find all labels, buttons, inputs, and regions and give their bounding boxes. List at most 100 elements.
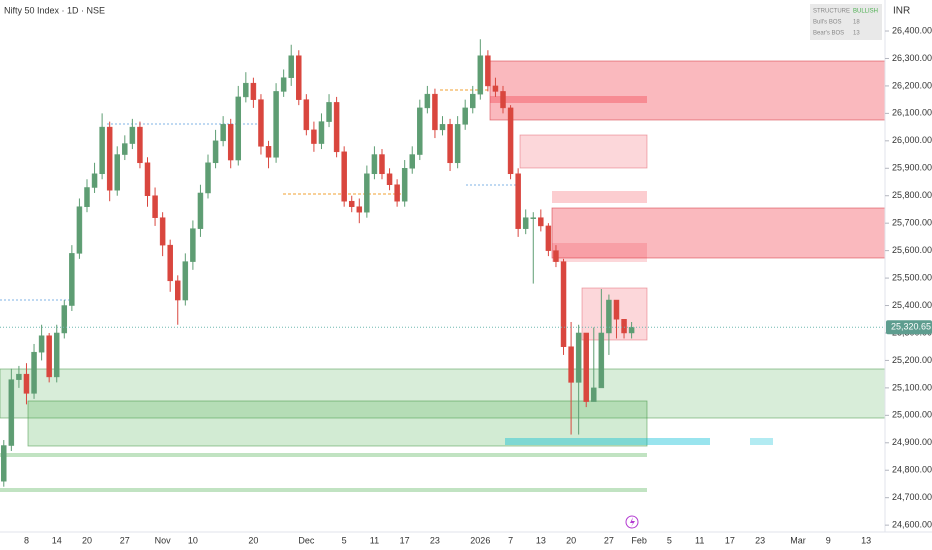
x-tick-label: 27	[120, 535, 130, 545]
candle-body	[485, 55, 491, 87]
candle-body	[492, 85, 499, 92]
candle-body	[583, 332, 589, 402]
x-tick-label: 11	[695, 535, 704, 545]
candle-body	[38, 335, 45, 353]
candle-body	[53, 332, 60, 378]
x-tick-label: 17	[400, 535, 410, 545]
event-icon	[625, 515, 639, 529]
candle-body	[122, 143, 128, 155]
candle-body	[243, 82, 249, 98]
candle-body	[303, 99, 310, 131]
candle-body	[220, 124, 226, 142]
candle-body	[152, 195, 158, 218]
candle-body	[591, 387, 597, 402]
candle-body	[296, 55, 302, 100]
candle-body	[371, 154, 378, 175]
candle-body	[568, 346, 574, 383]
candle-body	[129, 126, 136, 144]
demand-zone	[27, 400, 648, 447]
candle-body	[167, 244, 173, 282]
candle-body	[273, 91, 279, 158]
candle-body	[348, 200, 355, 207]
x-tick-label: 23	[430, 535, 440, 545]
event-bolt	[630, 517, 635, 527]
candle-body	[507, 107, 514, 175]
candle-body	[250, 82, 257, 100]
info-cell: STRUCTURE	[813, 9, 850, 15]
candle-body	[515, 173, 521, 229]
info-cell: 18	[853, 20, 860, 26]
candle-body	[235, 96, 242, 161]
supply-zone	[552, 243, 647, 262]
x-tick-label: 13	[861, 535, 871, 545]
x-tick-label: 9	[826, 535, 831, 545]
candle-body	[575, 332, 582, 383]
candle-body	[311, 129, 317, 144]
last-price-label: 25,320.65	[891, 322, 931, 332]
supply-zone	[552, 191, 647, 203]
candle-body	[341, 151, 347, 202]
x-tick-label: 7	[508, 535, 513, 545]
candle-body	[190, 228, 196, 262]
x-tick-label: Feb	[631, 535, 647, 545]
candle-body	[114, 154, 120, 191]
x-tick-label: 23	[755, 535, 765, 545]
x-tick-label: 14	[52, 535, 62, 545]
candle-body	[318, 121, 325, 144]
y-tick-label: 26,300.00	[892, 53, 932, 63]
candle-body	[530, 217, 537, 219]
x-tick-label: 13	[536, 535, 546, 545]
y-tick-label: 26,200.00	[892, 80, 932, 90]
info-table	[810, 4, 882, 40]
candle-body	[545, 225, 552, 251]
candle-body	[197, 192, 204, 229]
x-tick-label: 20	[248, 535, 258, 545]
candle-body	[8, 379, 15, 446]
supply-zone	[551, 207, 886, 259]
x-tick-label: 20	[566, 535, 576, 545]
candle-body	[326, 102, 332, 122]
candle-body	[560, 261, 567, 347]
y-tick-label: 25,500.00	[892, 272, 932, 282]
candle-body	[364, 173, 370, 213]
candle-body	[447, 124, 453, 164]
candle-body	[538, 217, 544, 227]
candle-body	[462, 107, 468, 125]
y-tick-label: 24,600.00	[892, 520, 932, 530]
y-tick-label: 24,700.00	[892, 492, 932, 502]
x-tick-label: 5	[342, 535, 347, 545]
chart-title: Nifty 50 Index · 1D · NSE	[4, 5, 105, 15]
candle-body	[23, 373, 30, 394]
candle-body	[500, 91, 506, 109]
candle-body	[606, 299, 612, 334]
candle-body	[356, 206, 363, 213]
y-tick-label: 26,000.00	[892, 135, 932, 145]
y-tick-label: 25,700.00	[892, 218, 932, 228]
candle-body	[91, 173, 98, 188]
y-tick-label: 25,900.00	[892, 163, 932, 173]
supply-zone	[490, 96, 647, 103]
x-tick-label: Mar	[790, 535, 806, 545]
last-price-tag	[886, 320, 932, 335]
y-tick-label: 25,200.00	[892, 355, 932, 365]
candle-body	[333, 102, 340, 153]
candle-body	[409, 154, 415, 169]
candle-body	[439, 124, 446, 131]
candle-body	[394, 184, 400, 202]
y-tick-label: 24,800.00	[892, 465, 932, 475]
candle-body	[227, 124, 234, 161]
liquidity-zone	[750, 438, 773, 445]
x-tick-label: 17	[725, 535, 735, 545]
x-tick-label: 5	[667, 535, 672, 545]
zones	[0, 60, 886, 492]
candle-body	[477, 55, 484, 95]
candle-body	[182, 261, 189, 301]
candle-body	[258, 99, 264, 147]
x-tick-label: 10	[188, 535, 198, 545]
candle-body	[454, 124, 461, 164]
candle-body	[106, 126, 113, 191]
x-tick-label: 11	[370, 535, 379, 545]
y-tick-label: 25,000.00	[892, 410, 932, 420]
info-cell: BULLISH	[853, 9, 878, 15]
candle-body	[99, 126, 105, 175]
